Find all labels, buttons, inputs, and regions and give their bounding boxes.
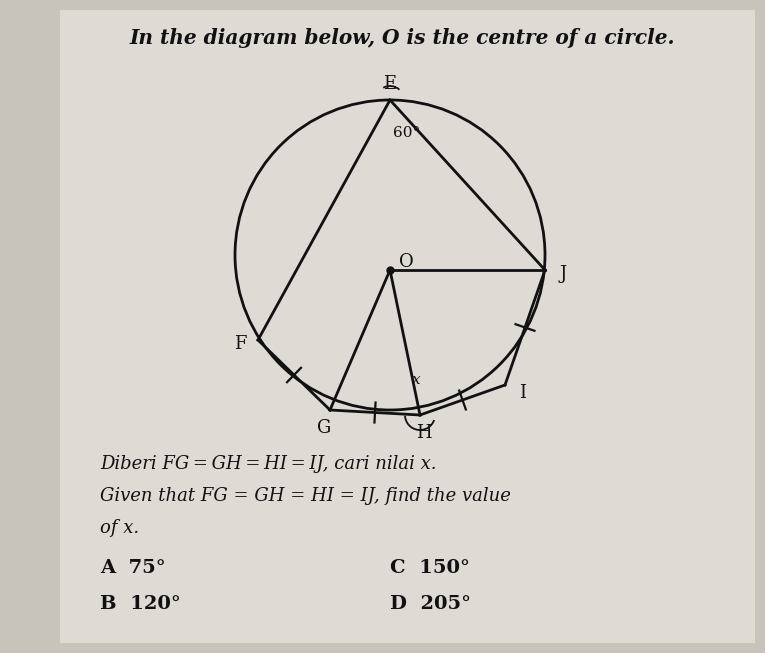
Text: I: I <box>519 384 526 402</box>
Text: F: F <box>234 335 246 353</box>
Text: J: J <box>559 265 567 283</box>
Text: Diberi FG = GH = HI = IJ, cari nilai x.: Diberi FG = GH = HI = IJ, cari nilai x. <box>100 455 437 473</box>
FancyBboxPatch shape <box>60 10 755 643</box>
Text: of x.: of x. <box>100 519 139 537</box>
Text: H: H <box>416 424 431 442</box>
Text: D  205°: D 205° <box>390 595 471 613</box>
Text: In the diagram below, O is the centre of a circle.: In the diagram below, O is the centre of… <box>130 28 675 48</box>
Text: G: G <box>317 419 331 437</box>
Text: 60°: 60° <box>393 126 420 140</box>
Text: Given that FG = GH = HI = IJ, find the value: Given that FG = GH = HI = IJ, find the v… <box>100 487 511 505</box>
Text: C  150°: C 150° <box>390 559 470 577</box>
Text: A  75°: A 75° <box>100 559 166 577</box>
Text: E: E <box>383 75 396 93</box>
Text: x: x <box>412 374 420 387</box>
Text: O: O <box>399 253 413 271</box>
Text: B  120°: B 120° <box>100 595 181 613</box>
